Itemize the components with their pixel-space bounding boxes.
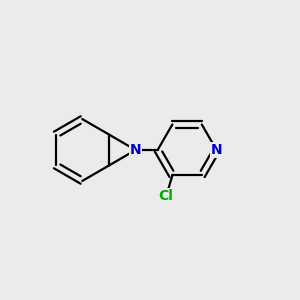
Text: N: N [130,143,141,157]
Text: N: N [211,143,222,157]
Text: Cl: Cl [159,189,174,203]
